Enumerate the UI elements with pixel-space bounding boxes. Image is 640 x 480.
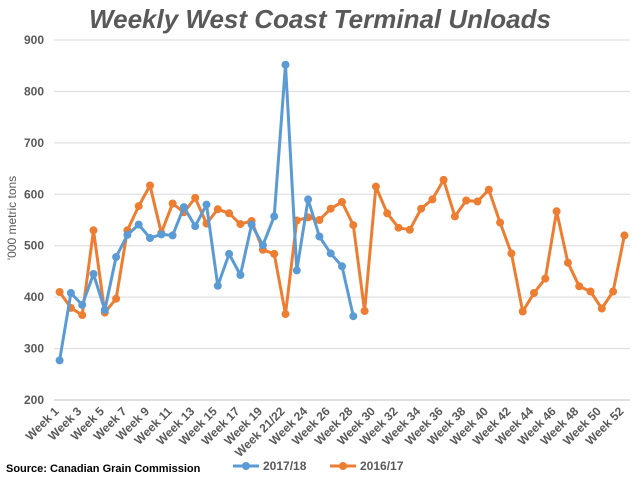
gridlines bbox=[54, 39, 630, 350]
data-point bbox=[270, 212, 279, 221]
data-point bbox=[563, 258, 572, 267]
data-point bbox=[530, 289, 538, 297]
data-point bbox=[112, 294, 121, 303]
data-point bbox=[213, 205, 222, 214]
data-point bbox=[236, 220, 245, 229]
data-point bbox=[168, 199, 177, 208]
data-point bbox=[349, 312, 358, 321]
data-point bbox=[609, 287, 618, 296]
data-point bbox=[247, 220, 256, 229]
data-point bbox=[213, 281, 222, 290]
data-point bbox=[484, 185, 493, 194]
data-point bbox=[462, 196, 471, 205]
data-point bbox=[202, 200, 211, 209]
legend-label: 2016/17 bbox=[360, 459, 404, 473]
data-point bbox=[258, 241, 267, 250]
data-point bbox=[146, 234, 154, 242]
data-point bbox=[597, 304, 606, 313]
legend-marker bbox=[339, 462, 347, 470]
data-point bbox=[304, 195, 313, 204]
data-point bbox=[507, 249, 516, 258]
y-tick-label: 700 bbox=[24, 136, 44, 150]
data-point bbox=[78, 311, 87, 320]
legend: 2017/18 2016/17 bbox=[233, 459, 404, 473]
y-tick-label: 300 bbox=[24, 342, 44, 356]
data-point bbox=[338, 198, 346, 206]
data-point bbox=[78, 300, 87, 309]
y-tick-label: 500 bbox=[24, 239, 44, 253]
data-point bbox=[315, 216, 324, 224]
data-point bbox=[575, 282, 584, 291]
y-tick-label: 600 bbox=[24, 187, 44, 201]
data-point bbox=[281, 310, 290, 319]
data-point bbox=[518, 307, 527, 316]
data-point bbox=[134, 220, 143, 229]
data-point bbox=[405, 225, 414, 234]
data-point bbox=[225, 249, 234, 258]
data-point bbox=[236, 271, 245, 279]
data-point bbox=[473, 197, 482, 206]
data-point bbox=[89, 270, 98, 278]
data-point bbox=[225, 209, 234, 218]
data-point bbox=[55, 356, 64, 365]
legend-item: 2017/18 bbox=[233, 459, 307, 473]
data-point bbox=[428, 195, 437, 204]
legend-marker bbox=[242, 462, 250, 470]
y-tick-label: 900 bbox=[24, 33, 44, 47]
data-point bbox=[349, 221, 358, 230]
data-point bbox=[146, 181, 154, 190]
data-point bbox=[134, 202, 143, 211]
data-point bbox=[292, 266, 301, 275]
data-point bbox=[281, 60, 290, 69]
legend-label: 2017/18 bbox=[263, 459, 307, 473]
data-point bbox=[191, 193, 200, 202]
data-point bbox=[315, 232, 324, 241]
data-point bbox=[620, 231, 629, 240]
y-tick-label: 200 bbox=[24, 393, 44, 407]
data-point bbox=[394, 223, 403, 232]
data-point bbox=[417, 204, 426, 213]
data-point bbox=[586, 287, 595, 296]
y-axis-ticks: 200 300 400 500 600 700 800 900 bbox=[24, 33, 44, 407]
data-point bbox=[112, 253, 121, 261]
data-point bbox=[450, 212, 459, 221]
data-point bbox=[179, 203, 188, 212]
data-point bbox=[55, 288, 64, 296]
data-point bbox=[89, 226, 98, 235]
y-axis-label: '000 metric tons bbox=[5, 176, 19, 260]
data-point bbox=[439, 175, 448, 184]
source-note: Source: Canadian Grain Commission bbox=[6, 463, 201, 475]
data-point bbox=[371, 182, 380, 191]
data-point bbox=[326, 204, 335, 213]
data-point bbox=[191, 222, 200, 231]
data-point bbox=[338, 262, 346, 271]
series-group bbox=[55, 60, 629, 365]
data-point bbox=[123, 230, 132, 239]
data-point bbox=[157, 230, 166, 239]
data-point bbox=[360, 307, 369, 315]
legend-item: 2016/17 bbox=[330, 459, 404, 473]
data-point bbox=[541, 274, 550, 283]
data-point bbox=[383, 209, 392, 218]
data-point bbox=[66, 289, 75, 297]
data-point bbox=[168, 231, 177, 240]
chart-title: Weekly West Coast Terminal Unloads bbox=[89, 4, 551, 34]
y-tick-label: 400 bbox=[24, 290, 44, 304]
data-point bbox=[496, 218, 505, 227]
data-point bbox=[326, 249, 335, 258]
data-point bbox=[100, 306, 109, 314]
data-point bbox=[552, 207, 561, 216]
data-point bbox=[270, 249, 279, 258]
y-tick-label: 800 bbox=[24, 84, 44, 98]
series-2017-18 bbox=[55, 60, 358, 365]
